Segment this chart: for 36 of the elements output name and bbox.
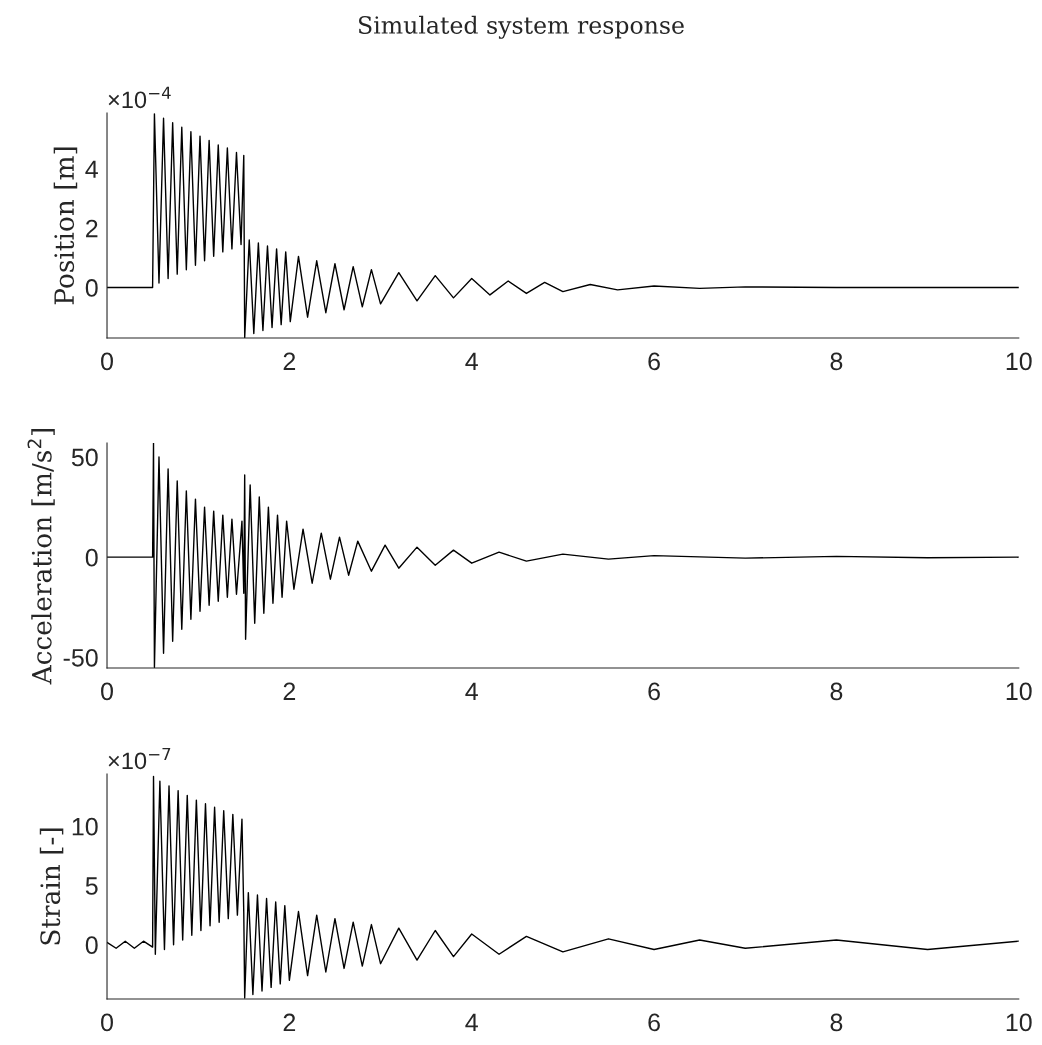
x-tick-label: 6	[648, 682, 660, 701]
text: ×10$^{−7}$	[108, 747, 171, 770]
x-tick-label: 8	[830, 352, 843, 371]
y-tick-label: 4	[85, 160, 98, 178]
x-tick-label: 0	[101, 352, 113, 371]
y-tick-label: 2	[86, 219, 98, 238]
y-tick-label: 5	[85, 877, 98, 895]
x-tick-label: 2	[283, 1013, 296, 1032]
y-tick-label: 0	[85, 936, 98, 955]
x-tick-label: 6	[648, 1013, 660, 1032]
x-tick-label: 10	[1006, 682, 1032, 701]
y-axis-title: Position [m]	[53, 147, 78, 305]
x-tick-label: 8	[830, 1013, 843, 1032]
x-tick-label: 8	[830, 682, 843, 701]
y-axis-title: Strain [-]	[39, 828, 64, 945]
x-tick-label: 0	[101, 1013, 113, 1032]
x-tick-label: 0	[101, 682, 113, 701]
y-axis-title: Acceleration [m/s$^{2}$]	[27, 428, 55, 685]
y-tick-label: 0	[85, 279, 98, 297]
x-tick-label: 2	[283, 682, 296, 700]
x-tick-label: 10	[1006, 352, 1032, 371]
y-tick-label: 0	[85, 548, 98, 567]
x-tick-label: 10	[1006, 1013, 1032, 1032]
text: ×10$^{−4}$	[108, 86, 171, 109]
chart-title: Simulated system response	[359, 15, 684, 39]
line-series	[107, 442, 1019, 668]
x-tick-label: 4	[465, 352, 478, 370]
line-series	[107, 113, 1019, 338]
y-tick-label: -50	[63, 648, 98, 667]
y-tick-label: 10	[72, 817, 98, 836]
x-tick-label: 4	[465, 682, 478, 700]
x-tick-label: 6	[648, 352, 660, 371]
y-tick-label: 50	[71, 448, 98, 467]
line-series	[107, 775, 1019, 999]
x-tick-label: 2	[283, 352, 296, 370]
x-tick-label: 4	[465, 1013, 478, 1032]
